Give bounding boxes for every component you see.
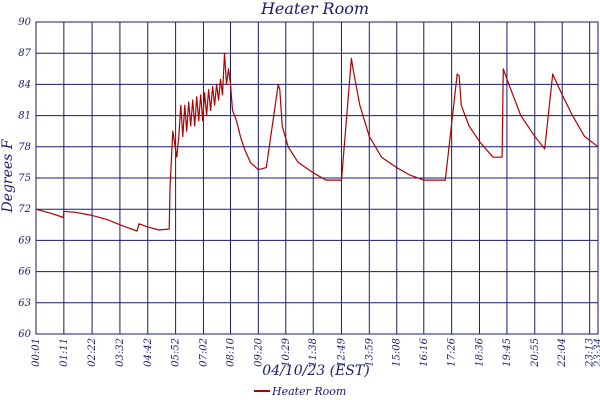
legend-label: Heater Room xyxy=(271,385,346,398)
y-tick-label: 66 xyxy=(18,267,31,278)
x-tick-label: 00:01 xyxy=(31,338,42,367)
x-tick-label: 18:36 xyxy=(474,337,485,366)
x-tick-label: 09:20 xyxy=(253,337,264,366)
x-tick-labels: 00:01 01:11 02:22 03:32 04:42 05:52 07:02 08:10… xyxy=(31,337,600,367)
series-line-heater-room xyxy=(35,52,599,232)
y-tick-label: 84 xyxy=(18,79,31,90)
x-tick-label: 07:02 xyxy=(198,338,209,367)
x-tick-label: 19:45 xyxy=(502,338,513,367)
x-tick-label: 20:55 xyxy=(530,338,541,368)
x-tick-label: 13:59 xyxy=(364,337,375,366)
x-tick-label: 02:22 xyxy=(87,338,98,367)
y-tick-label: 81 xyxy=(18,111,31,122)
y-tick-label: 90 xyxy=(18,17,31,28)
y-tick-label: 87 xyxy=(18,48,31,59)
x-tick-label: 16:16 xyxy=(419,337,430,366)
x-tick-label: 11:38 xyxy=(308,338,319,367)
plot-frame xyxy=(35,21,599,335)
chart-title: Heater Room xyxy=(260,0,369,18)
x-tick-label: 23:34 xyxy=(593,338,600,368)
x-tick-label: 04:42 xyxy=(143,338,154,367)
x-axis-label: 04/10/23 (EST) xyxy=(262,363,369,379)
y-tick-label: 72 xyxy=(18,204,31,215)
x-tick-label: 22:04 xyxy=(557,338,568,368)
grid xyxy=(35,21,599,335)
y-tick-label: 78 xyxy=(18,142,31,153)
x-tick-label: 17:26 xyxy=(447,337,458,366)
y-tick-label: 69 xyxy=(18,235,31,246)
y-axis-label: Degrees F xyxy=(0,138,16,213)
x-tick-label: 12:49 xyxy=(336,337,347,366)
y-tick-label: 75 xyxy=(18,173,31,184)
x-tick-label: 03:32 xyxy=(115,338,126,367)
x-tick-label: 01:11 xyxy=(59,338,70,367)
y-tick-labels: 60 63 66 69 72 75 78 81 84 87 90 xyxy=(18,17,31,340)
x-tick-label: 23:13 xyxy=(585,338,596,368)
x-tick-label: 15:08 xyxy=(392,338,403,367)
y-tick-label: 63 xyxy=(18,298,31,309)
series-group xyxy=(35,52,599,232)
legend: Heater Room xyxy=(254,385,346,398)
x-tick-label: 08:10 xyxy=(225,337,236,366)
y-tick-label: 60 xyxy=(18,329,31,340)
x-tick-label: 05:52 xyxy=(171,338,182,367)
x-tick-label: 10:29 xyxy=(281,337,292,366)
